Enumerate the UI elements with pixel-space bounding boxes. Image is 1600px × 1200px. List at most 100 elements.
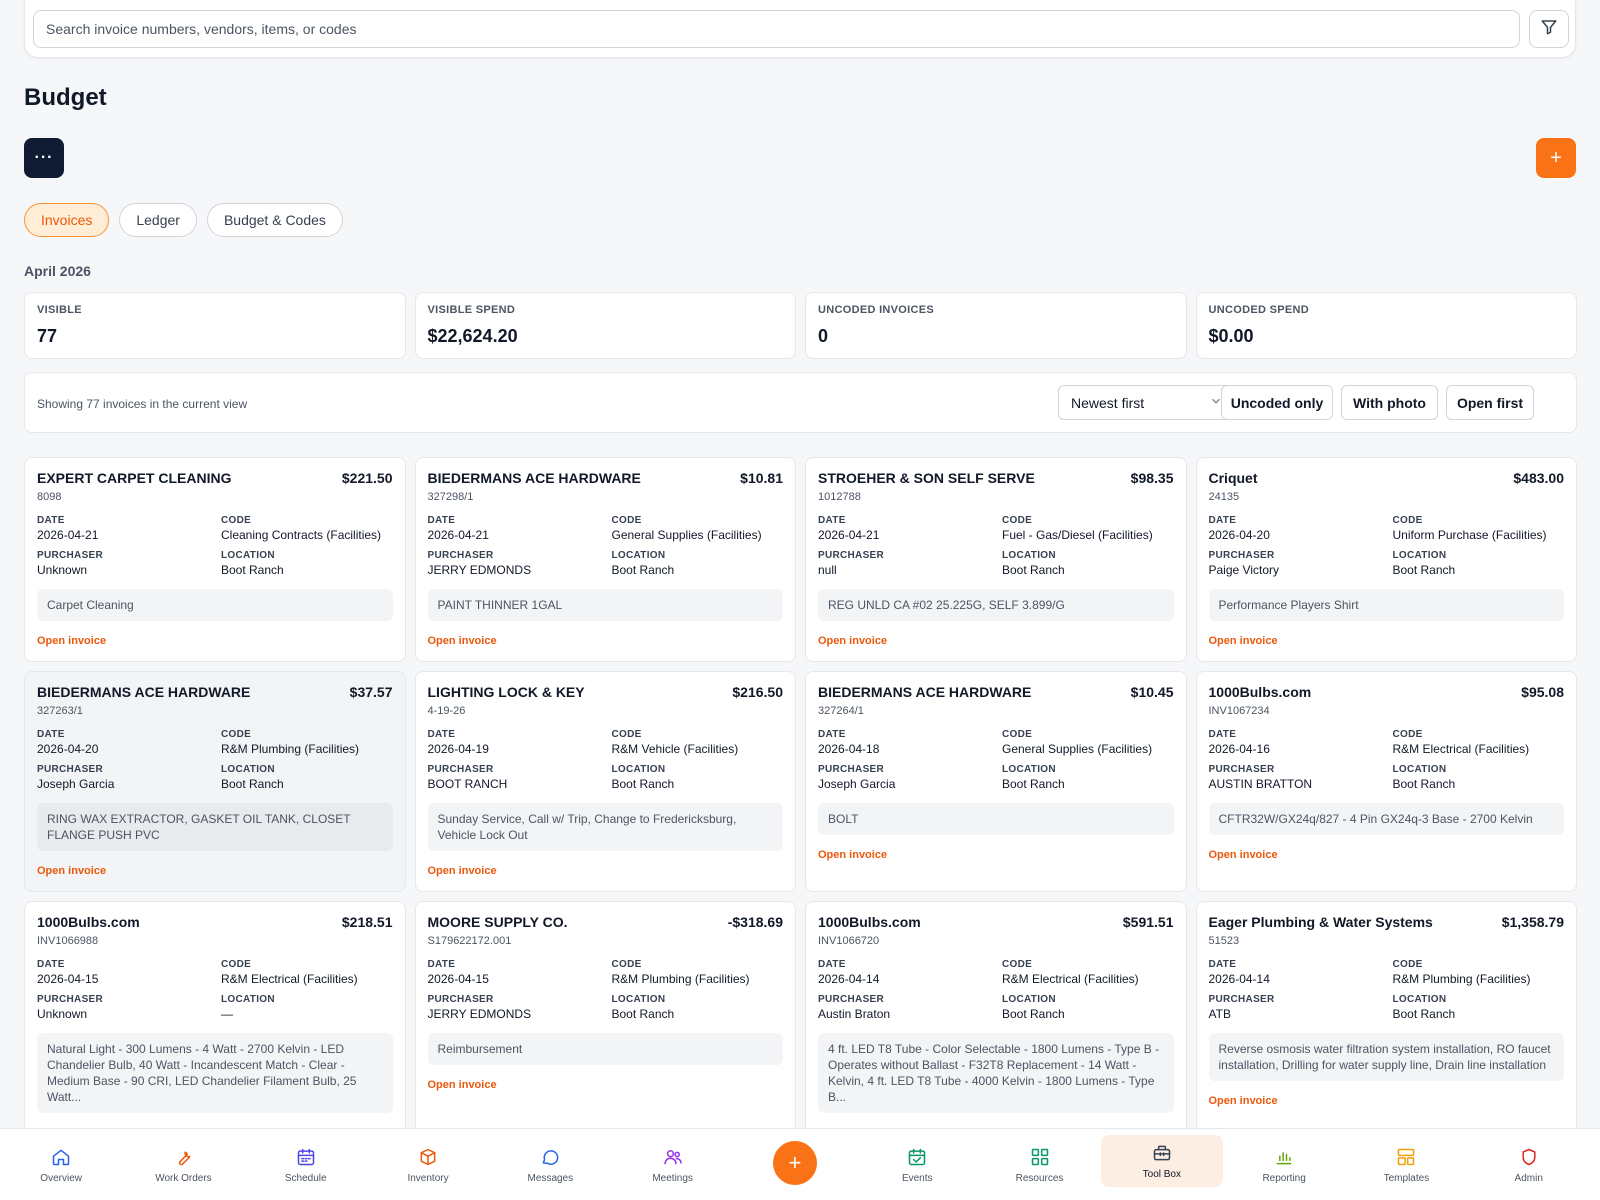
nav-item-meetings[interactable]: Meetings: [611, 1129, 733, 1200]
invoice-amount: $483.00: [1513, 470, 1564, 486]
open-invoice-link[interactable]: Open invoice: [818, 635, 888, 647]
invoice-card[interactable]: MOORE SUPPLY CO. -$318.69 S179622172.001…: [414, 901, 796, 1154]
code-field: CODE Cleaning Contracts (Facilities): [221, 515, 393, 542]
invoice-card[interactable]: STROEHER & SON SELF SERVE $98.35 1012788…: [805, 457, 1187, 662]
location-field: LOCATION Boot Ranch: [1002, 994, 1174, 1021]
location-value: Boot Ranch: [611, 777, 675, 791]
location-field: LOCATION Boot Ranch: [612, 994, 784, 1021]
tab-invoices[interactable]: Invoices: [24, 203, 110, 237]
invoice-number: 327264/1: [818, 705, 864, 717]
code-field: CODE R&M Plumbing (Facilities): [612, 959, 784, 986]
open-first-button[interactable]: Open first: [1446, 385, 1534, 420]
nav-item-reporting[interactable]: Reporting: [1223, 1129, 1345, 1200]
with-photo-button[interactable]: With photo: [1341, 385, 1438, 420]
nav-add-button-wrap: +: [734, 1129, 856, 1200]
open-invoice-link[interactable]: Open invoice: [1208, 635, 1278, 647]
nav-item-overview[interactable]: Overview: [0, 1129, 122, 1200]
field-label: LOCATION: [221, 764, 275, 775]
field-label: PURCHASER: [1208, 764, 1275, 775]
invoice-description: BOLT: [818, 803, 1174, 835]
nav-item-admin[interactable]: Admin: [1468, 1129, 1590, 1200]
nav-add-button[interactable]: +: [772, 1141, 817, 1185]
more-actions-button[interactable]: ···: [24, 138, 64, 178]
toolbox-icon: [1152, 1143, 1172, 1163]
filter-button[interactable]: [1529, 10, 1569, 48]
vendor-name: BIEDERMANS ACE HARDWARE: [37, 684, 251, 700]
invoice-card[interactable]: EXPERT CARPET CLEANING $221.50 8098 DATE…: [24, 457, 406, 662]
date-field: DATE 2026-04-15: [428, 959, 612, 986]
date-value: 2026-04-20: [37, 742, 99, 756]
invoice-description: REG UNLD CA #02 25.225G, SELF 3.899/G: [818, 589, 1174, 621]
nav-item-schedule[interactable]: Schedule: [245, 1129, 367, 1200]
open-invoice-link[interactable]: Open invoice: [37, 635, 107, 647]
invoice-card[interactable]: Criquet $483.00 24135 DATE 2026-04-20 CO…: [1195, 457, 1577, 662]
open-invoice-link[interactable]: Open invoice: [427, 865, 497, 877]
field-label: PURCHASER: [1208, 994, 1275, 1005]
nav-item-resources[interactable]: Resources: [978, 1129, 1100, 1200]
open-invoice-link[interactable]: Open invoice: [1208, 1095, 1278, 1107]
open-invoice-link[interactable]: Open invoice: [427, 635, 497, 647]
invoice-card[interactable]: BIEDERMANS ACE HARDWARE $10.81 327298/1 …: [414, 457, 796, 662]
invoice-card[interactable]: BIEDERMANS ACE HARDWARE $37.57 327263/1 …: [24, 671, 406, 892]
vendor-name: BIEDERMANS ACE HARDWARE: [427, 470, 641, 486]
field-label: PURCHASER: [427, 994, 494, 1005]
nav-item-inventory[interactable]: Inventory: [367, 1129, 489, 1200]
field-label: CODE: [611, 515, 642, 526]
purchaser-value: BOOT RANCH: [427, 777, 508, 791]
vendor-name: STROEHER & SON SELF SERVE: [818, 470, 1035, 486]
field-label: CODE: [1002, 515, 1033, 526]
page-title: Budget: [24, 84, 107, 111]
sort-value: Newest first: [1071, 394, 1145, 411]
open-invoice-link[interactable]: Open invoice: [427, 1079, 497, 1091]
invoice-amount: $221.50: [341, 470, 393, 486]
location-field: LOCATION Boot Ranch: [1393, 550, 1565, 577]
field-label: CODE: [1002, 959, 1033, 970]
invoice-description: Performance Players Shirt: [1208, 589, 1564, 621]
box-icon: [418, 1147, 438, 1167]
tab-ledger[interactable]: Ledger: [119, 203, 197, 237]
nav-label: Resources: [1015, 1172, 1064, 1184]
search-input[interactable]: [33, 10, 1520, 48]
card-header: 1000Bulbs.com $591.51: [818, 914, 1174, 930]
nav-item-tool-box[interactable]: Tool Box: [1100, 1135, 1223, 1187]
purchaser-value: Unknown: [37, 1007, 88, 1021]
sort-select[interactable]: Newest first: [1058, 385, 1236, 420]
uncoded-only-button[interactable]: Uncoded only: [1221, 385, 1333, 420]
invoice-fields: DATE 2026-04-16 CODE R&M Electrical (Fac…: [1209, 729, 1565, 791]
code-value: Uniform Purchase (Facilities): [1392, 528, 1547, 542]
open-invoice-link[interactable]: Open invoice: [37, 865, 107, 877]
field-label: CODE: [611, 959, 642, 970]
nav-item-work-orders[interactable]: Work Orders: [122, 1129, 244, 1200]
nav-item-templates[interactable]: Templates: [1345, 1129, 1467, 1200]
code-field: CODE R&M Vehicle (Facilities): [612, 729, 784, 756]
invoice-card[interactable]: 1000Bulbs.com $591.51 INV1066720 DATE 20…: [805, 901, 1187, 1154]
nav-label: Inventory: [407, 1172, 449, 1184]
stat-value: 77: [37, 326, 58, 346]
purchaser-field: PURCHASER Unknown: [37, 994, 221, 1021]
invoice-card[interactable]: 1000Bulbs.com $95.08 INV1067234 DATE 202…: [1195, 671, 1577, 892]
invoice-description: PAINT THINNER 1GAL: [427, 589, 783, 621]
nav-label: Overview: [40, 1172, 82, 1184]
purchaser-value: JERRY EDMONDS: [427, 1007, 532, 1021]
vendor-name: 1000Bulbs.com: [37, 914, 140, 930]
nav-item-messages[interactable]: Messages: [489, 1129, 611, 1200]
purchaser-field: PURCHASER ATB: [1209, 994, 1393, 1021]
invoice-number: 327298/1: [427, 491, 474, 503]
add-invoice-button[interactable]: +: [1536, 138, 1576, 178]
date-value: 2026-04-21: [427, 528, 489, 542]
field-label: CODE: [221, 729, 252, 740]
invoice-card[interactable]: LIGHTING LOCK & KEY $216.50 4-19-26 DATE…: [414, 671, 796, 892]
field-label: CODE: [611, 729, 642, 740]
users-icon: [663, 1147, 683, 1167]
vendor-name: EXPERT CARPET CLEANING: [37, 470, 232, 486]
invoice-card[interactable]: BIEDERMANS ACE HARDWARE $10.45 327264/1 …: [805, 671, 1187, 892]
invoice-card[interactable]: Eager Plumbing & Water Systems $1,358.79…: [1195, 901, 1577, 1154]
open-invoice-link[interactable]: Open invoice: [1208, 849, 1278, 861]
card-header: BIEDERMANS ACE HARDWARE $10.45: [818, 684, 1174, 700]
tab-budget-codes[interactable]: Budget & Codes: [206, 203, 343, 237]
location-field: LOCATION Boot Ranch: [221, 550, 393, 577]
nav-item-events[interactable]: Events: [856, 1129, 978, 1200]
invoice-number: 4-19-26: [427, 705, 466, 717]
invoice-card[interactable]: 1000Bulbs.com $218.51 INV1066988 DATE 20…: [24, 901, 406, 1154]
open-invoice-link[interactable]: Open invoice: [818, 849, 888, 861]
